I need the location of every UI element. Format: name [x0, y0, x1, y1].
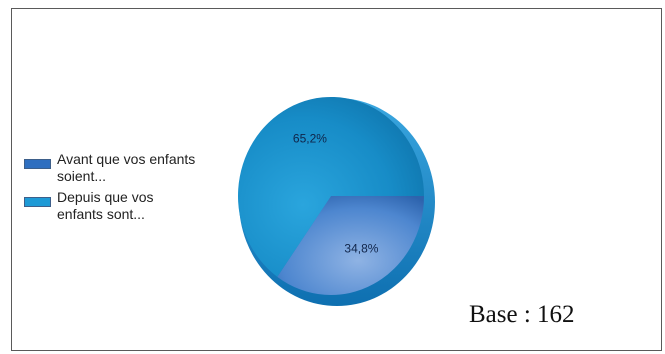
legend-label-avant: Avant que vos enfants soient...	[57, 151, 196, 184]
base-note: Base : 162	[469, 301, 575, 328]
pie-slice-0	[277, 196, 424, 295]
pie-label-1: 65,2%	[293, 131, 327, 145]
pie-slice-1	[237, 96, 424, 277]
legend-label-depuis: Depuis que vos enfants sont...	[57, 189, 154, 222]
pie-label-0: 34,8%	[344, 241, 378, 255]
legend-swatch-depuis	[24, 197, 51, 207]
legend-item-depuis: Depuis que vos enfants sont...	[24, 189, 224, 223]
legend-item-avant: Avant que vos enfants soient...	[24, 151, 224, 185]
legend-swatch-avant	[24, 159, 51, 169]
chart-legend: Avant que vos enfants soient... Depuis q…	[24, 151, 224, 227]
